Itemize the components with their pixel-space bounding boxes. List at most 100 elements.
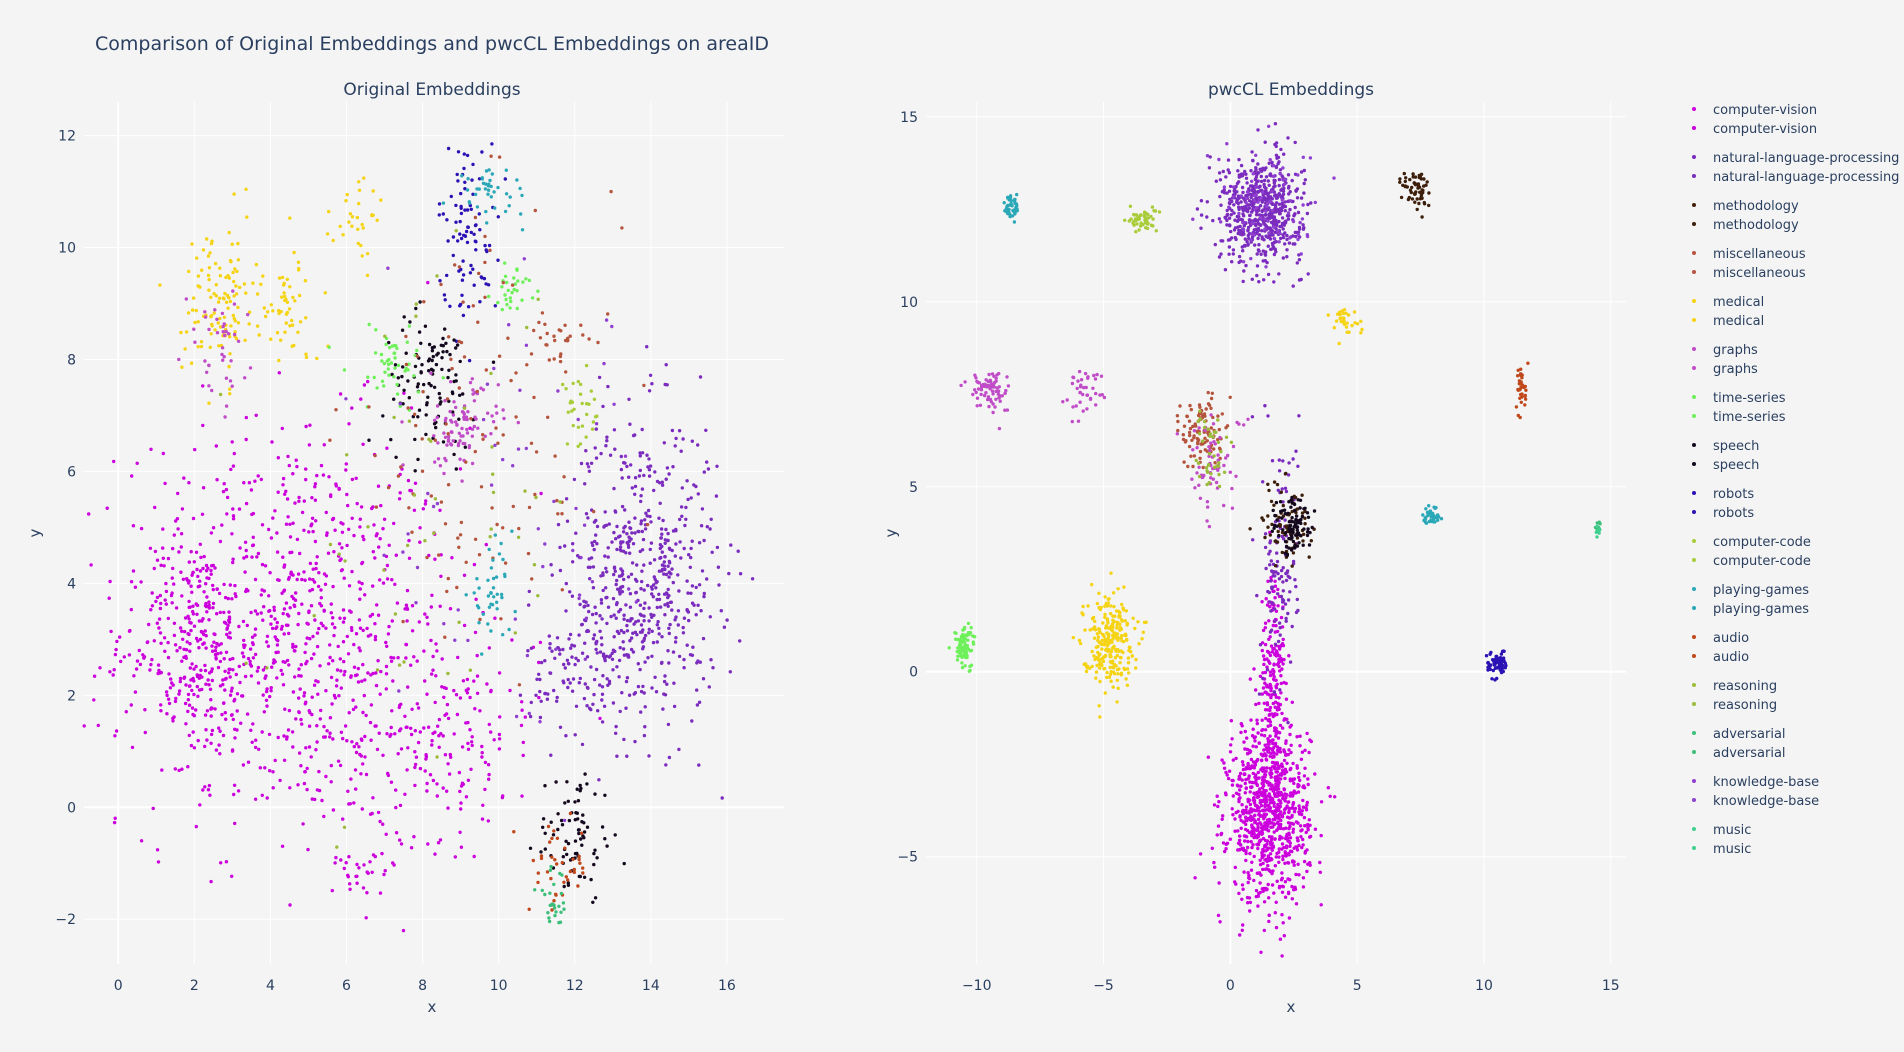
data-point [415, 565, 420, 570]
data-point [345, 453, 349, 457]
data-point [1244, 858, 1248, 863]
data-point [642, 588, 646, 592]
data-point [497, 747, 502, 751]
data-point [1297, 784, 1301, 788]
data-point [475, 653, 479, 658]
data-point [1333, 795, 1337, 799]
data-point [1275, 662, 1280, 667]
data-point [398, 803, 403, 808]
data-point [472, 562, 477, 567]
data-point [339, 557, 343, 561]
data-point [592, 547, 596, 552]
data-point [324, 689, 328, 693]
data-point [199, 629, 204, 634]
data-point [250, 740, 254, 744]
data-point [570, 689, 575, 693]
data-point [1229, 719, 1234, 723]
data-point [543, 542, 547, 546]
data-point [307, 530, 311, 534]
data-point [291, 745, 295, 749]
data-point [291, 295, 295, 300]
data-point [1275, 828, 1279, 832]
data-point [604, 318, 609, 322]
data-point [697, 700, 702, 704]
data-point [650, 654, 654, 658]
data-point [524, 446, 528, 451]
data-point [192, 624, 197, 628]
data-point [553, 913, 557, 918]
data-point [371, 189, 375, 193]
data-point [384, 640, 388, 645]
data-point [242, 481, 246, 485]
data-point [1261, 208, 1265, 213]
data-point [447, 368, 451, 372]
data-point [1289, 791, 1293, 795]
data-point [1277, 707, 1281, 711]
data-point [1274, 686, 1279, 690]
data-point [548, 642, 552, 646]
data-point [315, 555, 319, 559]
data-point [472, 591, 476, 595]
data-point [1308, 823, 1312, 827]
data-point [458, 789, 462, 794]
data-point [412, 412, 417, 416]
data-point [186, 698, 190, 702]
data-point [1295, 735, 1299, 739]
data-point [607, 655, 612, 659]
data-point [1268, 682, 1272, 687]
data-point [1281, 192, 1286, 196]
data-point [508, 195, 512, 199]
data-point [359, 243, 363, 248]
data-point [396, 363, 401, 368]
data-point [618, 646, 622, 650]
data-point [231, 313, 235, 318]
data-point [698, 375, 703, 379]
data-point [308, 577, 312, 581]
data-point [416, 706, 421, 710]
data-point [299, 717, 303, 722]
data-point [1284, 741, 1288, 745]
data-point [297, 710, 301, 714]
data-point [232, 302, 237, 306]
data-point [1259, 758, 1264, 762]
data-point [412, 374, 416, 378]
data-point [291, 645, 295, 649]
data-point [645, 453, 649, 457]
data-point [577, 681, 581, 685]
data-point [201, 788, 205, 792]
data-point [648, 514, 652, 519]
data-point [1285, 237, 1289, 242]
data-point [1250, 277, 1255, 281]
data-point [486, 819, 490, 823]
data-point [1263, 252, 1267, 256]
data-point [621, 549, 626, 553]
data-point [599, 574, 603, 578]
data-point [689, 546, 693, 551]
data-point [1276, 816, 1281, 820]
data-point [681, 631, 686, 635]
data-point [473, 239, 477, 243]
data-point [369, 703, 374, 707]
data-point [1237, 841, 1242, 845]
data-point [1277, 812, 1282, 817]
data-point [1270, 650, 1275, 654]
data-point [665, 592, 669, 596]
data-point [280, 672, 285, 676]
data-point [303, 650, 307, 655]
data-point [408, 320, 412, 324]
data-point [1263, 743, 1267, 747]
data-point [564, 839, 568, 843]
data-point [1282, 788, 1287, 792]
data-point [440, 685, 444, 689]
data-point [622, 737, 626, 742]
data-point [262, 589, 266, 593]
data-point [361, 886, 366, 890]
data-point [1300, 845, 1304, 850]
data-point [501, 557, 505, 562]
data-point [301, 822, 305, 826]
data-point [138, 662, 143, 667]
data-point [633, 531, 637, 535]
data-point [1237, 180, 1241, 184]
data-point [1248, 790, 1252, 794]
data-point [1296, 839, 1300, 843]
